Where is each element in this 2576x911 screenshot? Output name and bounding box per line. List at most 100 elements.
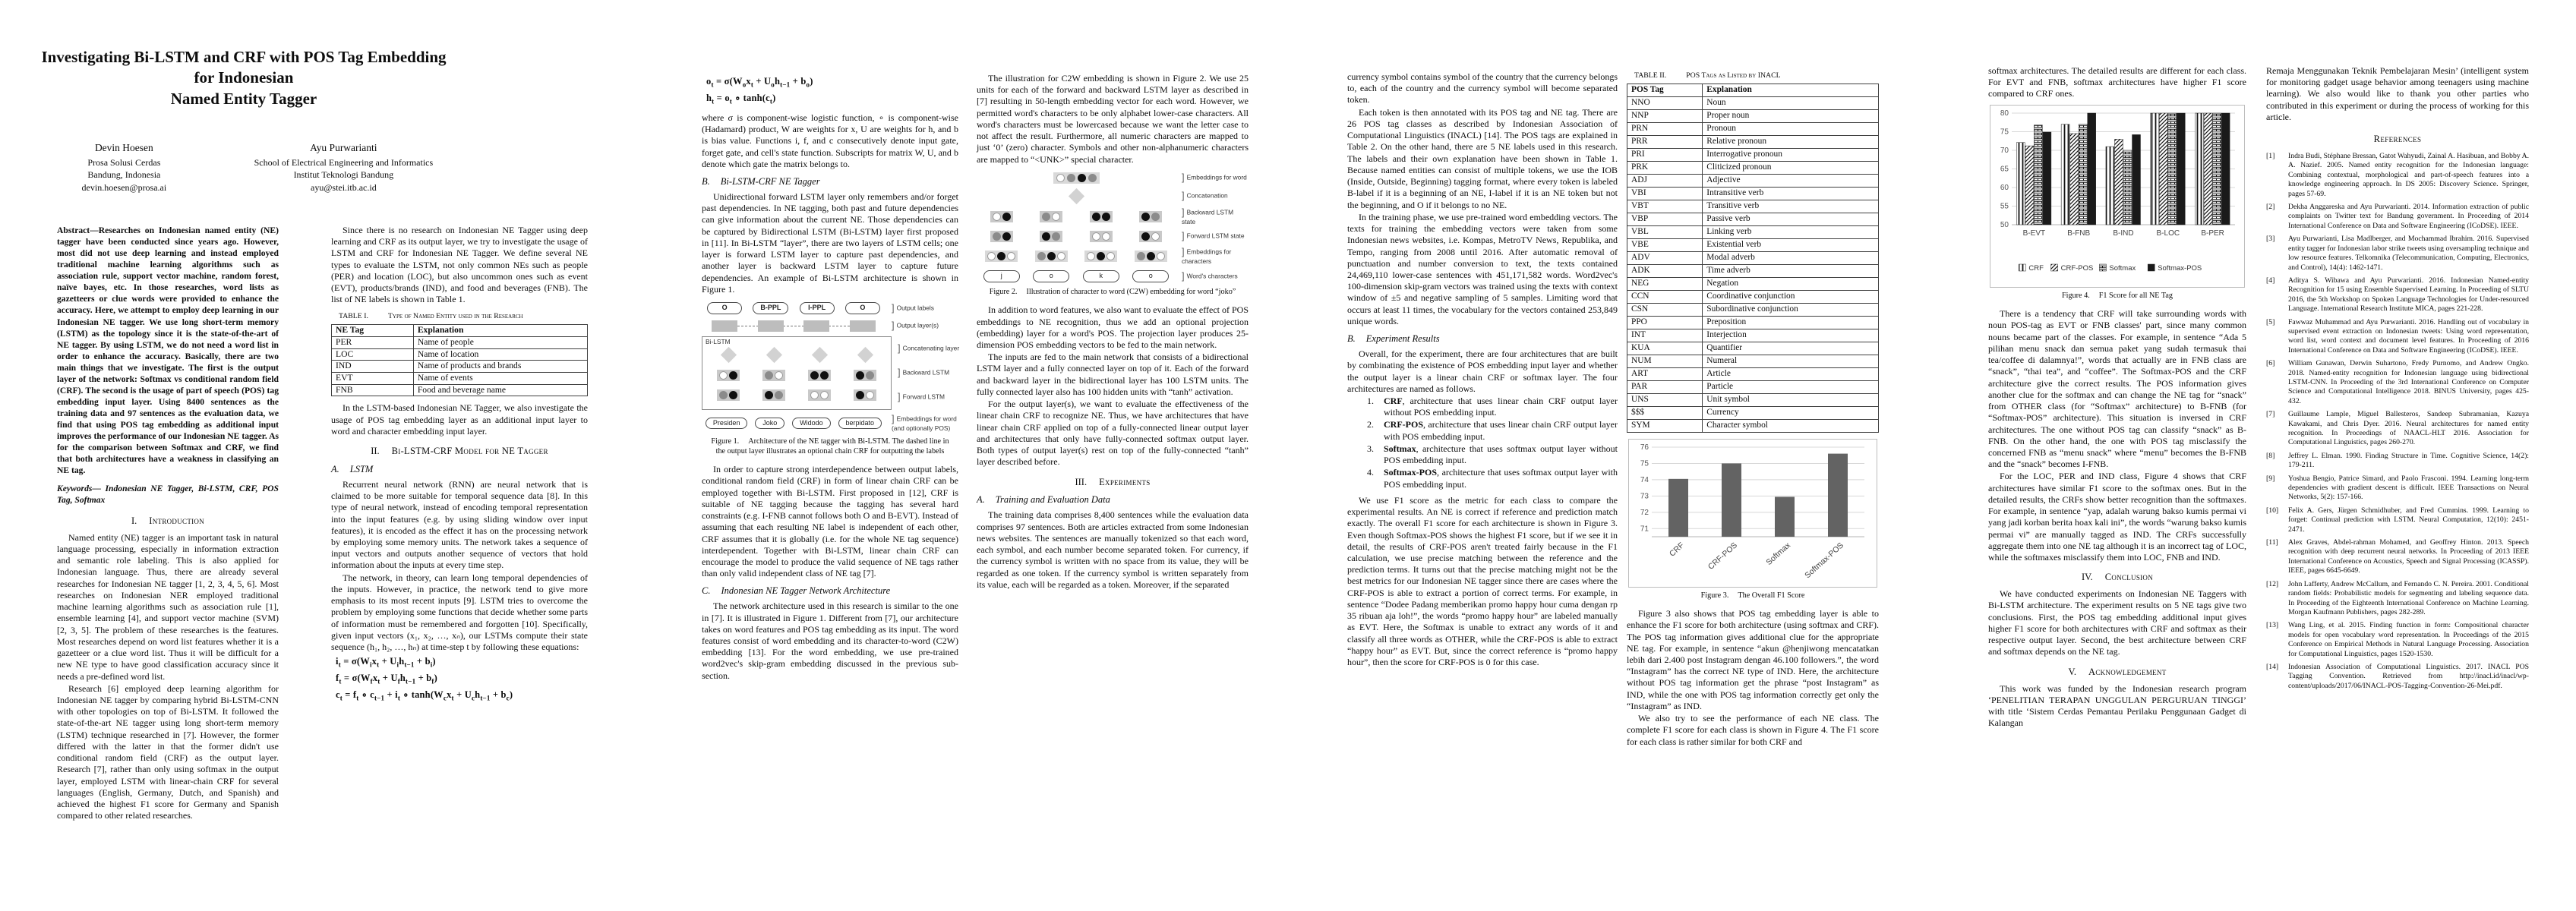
paragraph: Recurrent neural network (RNN) are neura… xyxy=(331,478,588,571)
table-row: UNS Unit symbol xyxy=(1626,392,1879,407)
reference-item: [2] Dekha Anggareska and Ayu Purwarianti.… xyxy=(2266,203,2529,230)
equation-cell-state: ct = ft ∘ ct−1 + it ∘ tanh(Wcxt + Ucht−1… xyxy=(336,689,513,702)
page-title: Investigating Bi-LSTM and CRF with POS T… xyxy=(32,47,456,109)
paragraph: We use F1 score as the metric for each c… xyxy=(1347,494,1618,668)
svg-text:76: 76 xyxy=(1640,443,1649,452)
paragraph: The training data comprises 8,400 senten… xyxy=(977,509,1249,590)
author-city: Bandung, Indonesia xyxy=(87,169,161,181)
subsection-heading-training-data: A. Training and Evaluation Data xyxy=(977,494,1110,506)
bilstm-box-label: Bi-LSTM xyxy=(706,338,731,345)
table-row: INT Interjection xyxy=(1626,328,1879,342)
output-layer-node xyxy=(803,320,830,332)
fig1-row-label: Embeddings for word (and optionally POS) xyxy=(886,414,958,433)
paragraph: For the LOC, PER and IND class, Figure 4… xyxy=(1988,471,2246,563)
subsection-heading-bilstm-crf: B. Bi-LSTM-CRF NE Tagger xyxy=(702,176,820,188)
reference-item: [4] Aditya S. Wibawa and Ayu Purwarianti.… xyxy=(2266,276,2529,314)
lstm-cell xyxy=(762,369,785,381)
column-7: softmax architectures. The detailed resu… xyxy=(1988,65,2246,730)
author-city: Institut Teknologi Bandung xyxy=(293,169,394,181)
table-row: ADK Time adverb xyxy=(1626,264,1879,278)
paragraph: Figure 3 also shows that POS tag embeddi… xyxy=(1627,608,1879,711)
table-row: PRR Relative pronoun xyxy=(1626,135,1879,150)
table-row: VBT Transitive verb xyxy=(1626,200,1879,214)
fig2-word-embedding-row: Embeddings for word xyxy=(977,172,1249,185)
svg-text:CRF: CRF xyxy=(1668,541,1686,558)
fig1-bilstm-row: Bi-LSTM xyxy=(702,336,960,410)
reference-item: [13] Wang Ling, et al. 2015. Finding func… xyxy=(2266,621,2529,658)
reference-item: [5] Fawwaz Muhammad and Ayu Purwarianti. … xyxy=(2266,317,2529,355)
table-row: NNO Noun xyxy=(1626,96,1879,111)
concat-node xyxy=(857,346,873,364)
paragraph: Each token is then annotated with its PO… xyxy=(1347,106,1618,210)
output-label-node: I-PPL xyxy=(799,302,835,314)
reference-item: [9] Yoshua Bengio, Patrice Simard, and Pa… xyxy=(2266,474,2529,502)
fig2-char-embedding-row: Embeddings for characters xyxy=(977,247,1249,266)
input-word-node: Joko xyxy=(755,417,785,429)
table-row: EVT Name of events xyxy=(331,371,589,385)
svg-text:65: 65 xyxy=(2000,165,2009,173)
section-heading-model: II. Bi-LSTM-CRF Model for NE Tagger xyxy=(371,446,548,457)
section-heading-acknowledgement: V. Acknowledgement xyxy=(2068,666,2167,677)
author-name: Devin Hoesen xyxy=(94,142,153,153)
table1-caption: TABLE I. Type of Named Entity used in th… xyxy=(339,311,523,320)
table-row: SYM Character symbol xyxy=(1626,418,1879,433)
column-3: ot = σ(Woxt + Uoht−1 + bo) ht = ot ∘ tan… xyxy=(702,73,960,682)
table2-caption: TABLE II. POS Tags as Listed by INACL xyxy=(1634,71,1781,80)
concat-node xyxy=(1068,188,1084,204)
table-row: FNB Food and beverage name xyxy=(331,383,589,397)
output-layer-node xyxy=(757,320,784,332)
svg-text:B-FNB: B-FNB xyxy=(2067,229,2090,238)
fig2-concat-row: Concatenation xyxy=(977,188,1249,204)
table-row: PRI Interrogative pronoun xyxy=(1626,148,1879,162)
table-row: PRK Cliticized pronoun xyxy=(1626,161,1879,175)
reference-item: [3] Ayu Purwarianti, Lisa Madlberger, and… xyxy=(2266,235,2529,272)
fig2-row-label: Embeddings for word xyxy=(1176,172,1249,184)
fig1-bilstm-labels: Concatenating layer Backward LSTM Forwar… xyxy=(892,336,960,410)
svg-text:Softmax-POS: Softmax-POS xyxy=(2158,264,2202,273)
char-embedding-node xyxy=(985,251,1018,263)
svg-text:71: 71 xyxy=(1640,525,1649,533)
input-char-node: o xyxy=(1033,270,1070,282)
fig1-output-labels-row: O B-PPL I-PPL O Output labels xyxy=(702,301,958,315)
table-row: ADV Modal adverb xyxy=(1626,251,1879,265)
section-heading-conclusion: IV. Conclusion xyxy=(2081,572,2154,583)
reference-item: [6] William Gunawan, Derwin Suhartono, Fr… xyxy=(2266,359,2529,405)
lstm-cell xyxy=(717,389,740,401)
svg-text:Softmax: Softmax xyxy=(1764,540,1792,566)
svg-text:75: 75 xyxy=(2000,128,2009,136)
figure1-architecture-diagram: O B-PPL I-PPL O Output labels Output layer(… xyxy=(702,301,960,433)
authors-block: Devin Hoesen Prosa Solusi Cerdas Bandung… xyxy=(32,141,471,194)
svg-text:B-PER: B-PER xyxy=(2201,229,2224,238)
column-2: Since there is no research on Indonesian… xyxy=(331,225,589,706)
author-name: Ayu Purwarianti xyxy=(310,142,377,153)
paragraph: We have conducted experiments on Indones… xyxy=(1988,588,2246,657)
table-row: PRN Pronoun xyxy=(1626,122,1879,137)
paragraph: There is a tendency that CRF will take s… xyxy=(1988,308,2246,470)
paragraph: softmax architectures. The detailed resu… xyxy=(1988,65,2246,99)
output-label-node: O xyxy=(707,302,743,314)
paragraph: The network architecture used in this re… xyxy=(702,601,958,681)
table-header: POS Tag xyxy=(1626,84,1703,98)
author-org: School of Electrical Engineering and Inf… xyxy=(254,157,434,169)
table-row: CCN Coordinative conjunction xyxy=(1626,289,1879,304)
paragraph: The illustration for C2W embedding is sh… xyxy=(977,73,1249,165)
reference-item: [8] Jeffrey L. Elman. 1990. Finding Struc… xyxy=(2266,451,2529,470)
equation-forget-gate: ft = σ(Wfxt + Ufht−1 + bf) xyxy=(336,673,437,686)
figure3-bar-chart: 71 72 73 74 75 76 CRF CRF-POS Softmax Softmax-POS xyxy=(1628,438,1877,588)
table-row: VBI Intransitive verb xyxy=(1626,187,1879,201)
svg-text:74: 74 xyxy=(1640,476,1649,484)
fig1-row-label: Output layer(s) xyxy=(886,320,958,332)
section-heading-introduction: I. Introduction xyxy=(131,515,205,526)
paragraph: In the LSTM-based Indonesian NE Tagger, … xyxy=(331,402,588,437)
lstm-cell xyxy=(1040,230,1063,242)
architecture-list-item: 3. Softmax, architecture that uses softm… xyxy=(1367,443,1618,466)
subsection-heading-results: B. Experiment Results xyxy=(1347,333,1440,345)
lstm-cell xyxy=(808,389,831,401)
paragraph: In order to capture strong interdependen… xyxy=(702,464,958,579)
paragraph: Named entity (NE) tagger is an important… xyxy=(57,531,279,682)
table-body: PER Name of people LOC Name of location IND N… xyxy=(331,336,589,397)
lstm-cell xyxy=(1089,230,1113,242)
column-6: TABLE II. POS Tags as Listed by INACL PO… xyxy=(1626,65,1879,749)
table-header: NE Tag xyxy=(331,324,414,337)
